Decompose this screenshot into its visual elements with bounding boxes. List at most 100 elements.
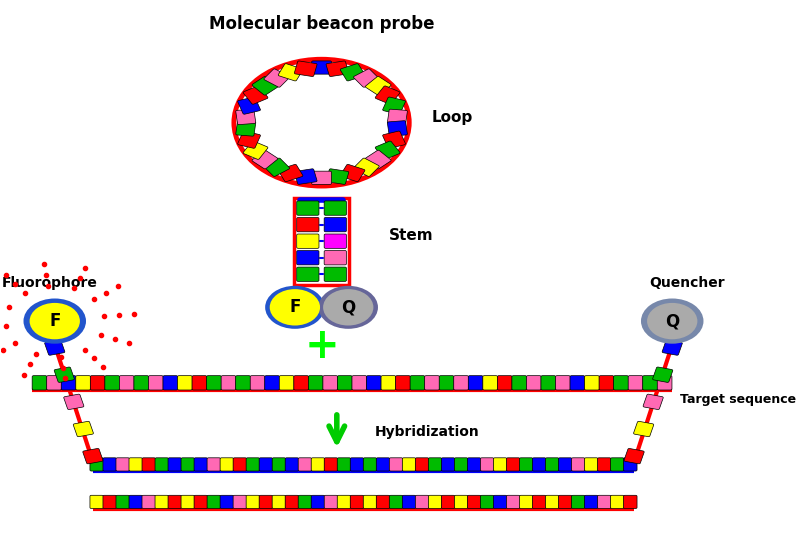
FancyBboxPatch shape <box>90 376 105 390</box>
FancyBboxPatch shape <box>194 495 208 509</box>
FancyBboxPatch shape <box>387 109 407 125</box>
FancyBboxPatch shape <box>103 458 116 471</box>
FancyBboxPatch shape <box>375 86 400 104</box>
FancyBboxPatch shape <box>496 376 512 390</box>
Text: Quencher: Quencher <box>649 275 724 290</box>
FancyBboxPatch shape <box>194 458 208 471</box>
FancyBboxPatch shape <box>311 61 331 74</box>
Circle shape <box>24 299 86 343</box>
FancyBboxPatch shape <box>298 495 311 509</box>
FancyBboxPatch shape <box>428 495 441 509</box>
FancyBboxPatch shape <box>599 376 613 390</box>
FancyBboxPatch shape <box>661 340 681 355</box>
FancyBboxPatch shape <box>105 376 119 390</box>
Circle shape <box>318 286 377 329</box>
FancyBboxPatch shape <box>610 495 623 509</box>
FancyBboxPatch shape <box>246 495 260 509</box>
FancyBboxPatch shape <box>308 376 323 390</box>
FancyBboxPatch shape <box>597 458 610 471</box>
Text: +: + <box>304 325 338 367</box>
FancyBboxPatch shape <box>326 61 348 76</box>
FancyBboxPatch shape <box>558 458 571 471</box>
FancyBboxPatch shape <box>73 421 93 437</box>
FancyBboxPatch shape <box>656 376 672 390</box>
FancyBboxPatch shape <box>90 495 103 509</box>
FancyBboxPatch shape <box>584 458 597 471</box>
FancyBboxPatch shape <box>388 458 402 471</box>
FancyBboxPatch shape <box>526 376 540 390</box>
FancyBboxPatch shape <box>264 158 290 176</box>
FancyBboxPatch shape <box>259 458 272 471</box>
FancyBboxPatch shape <box>148 376 163 390</box>
FancyBboxPatch shape <box>337 458 350 471</box>
Text: F: F <box>289 298 300 316</box>
FancyBboxPatch shape <box>337 495 350 509</box>
FancyBboxPatch shape <box>613 376 628 390</box>
FancyBboxPatch shape <box>155 495 168 509</box>
FancyBboxPatch shape <box>387 121 407 136</box>
Text: Molecular beacon probe: Molecular beacon probe <box>208 15 434 33</box>
Text: Loop: Loop <box>431 110 473 125</box>
Text: Fluorophore: Fluorophore <box>2 275 97 290</box>
FancyBboxPatch shape <box>90 458 103 471</box>
FancyBboxPatch shape <box>324 218 346 232</box>
FancyBboxPatch shape <box>453 376 468 390</box>
FancyBboxPatch shape <box>75 376 90 390</box>
FancyBboxPatch shape <box>235 121 255 136</box>
FancyBboxPatch shape <box>278 64 303 81</box>
FancyBboxPatch shape <box>414 458 428 471</box>
FancyBboxPatch shape <box>439 376 453 390</box>
FancyBboxPatch shape <box>178 376 192 390</box>
FancyBboxPatch shape <box>246 458 260 471</box>
FancyBboxPatch shape <box>340 64 364 81</box>
FancyBboxPatch shape <box>545 458 558 471</box>
FancyBboxPatch shape <box>483 376 497 390</box>
FancyBboxPatch shape <box>129 495 142 509</box>
Circle shape <box>323 289 373 326</box>
FancyBboxPatch shape <box>233 458 247 471</box>
Text: Hybridization: Hybridization <box>375 425 479 439</box>
FancyBboxPatch shape <box>428 458 441 471</box>
FancyBboxPatch shape <box>624 448 643 464</box>
FancyBboxPatch shape <box>366 376 380 390</box>
FancyBboxPatch shape <box>365 150 391 169</box>
FancyBboxPatch shape <box>571 495 584 509</box>
FancyBboxPatch shape <box>401 495 415 509</box>
FancyBboxPatch shape <box>623 458 637 471</box>
FancyBboxPatch shape <box>221 376 235 390</box>
FancyBboxPatch shape <box>511 376 526 390</box>
FancyBboxPatch shape <box>493 495 506 509</box>
FancyBboxPatch shape <box>220 458 234 471</box>
FancyBboxPatch shape <box>365 76 391 95</box>
FancyBboxPatch shape <box>142 458 155 471</box>
FancyBboxPatch shape <box>238 131 260 148</box>
FancyBboxPatch shape <box>311 495 324 509</box>
FancyBboxPatch shape <box>119 376 134 390</box>
FancyBboxPatch shape <box>311 171 331 184</box>
FancyBboxPatch shape <box>323 376 337 390</box>
FancyBboxPatch shape <box>296 234 319 248</box>
Circle shape <box>234 59 409 186</box>
FancyBboxPatch shape <box>296 250 319 265</box>
FancyBboxPatch shape <box>103 495 116 509</box>
FancyBboxPatch shape <box>454 458 467 471</box>
FancyBboxPatch shape <box>279 376 294 390</box>
FancyBboxPatch shape <box>324 250 346 265</box>
FancyBboxPatch shape <box>467 458 480 471</box>
FancyBboxPatch shape <box>163 376 178 390</box>
Text: F: F <box>49 312 60 330</box>
FancyBboxPatch shape <box>597 495 610 509</box>
FancyBboxPatch shape <box>350 495 363 509</box>
FancyBboxPatch shape <box>584 495 597 509</box>
FancyBboxPatch shape <box>375 458 389 471</box>
FancyBboxPatch shape <box>83 448 103 464</box>
FancyBboxPatch shape <box>324 495 337 509</box>
FancyBboxPatch shape <box>326 169 348 184</box>
FancyBboxPatch shape <box>134 376 148 390</box>
FancyBboxPatch shape <box>324 267 346 281</box>
Circle shape <box>265 286 324 329</box>
FancyBboxPatch shape <box>285 495 298 509</box>
FancyBboxPatch shape <box>181 495 195 509</box>
FancyBboxPatch shape <box>493 458 506 471</box>
Text: Target sequence: Target sequence <box>679 393 795 406</box>
